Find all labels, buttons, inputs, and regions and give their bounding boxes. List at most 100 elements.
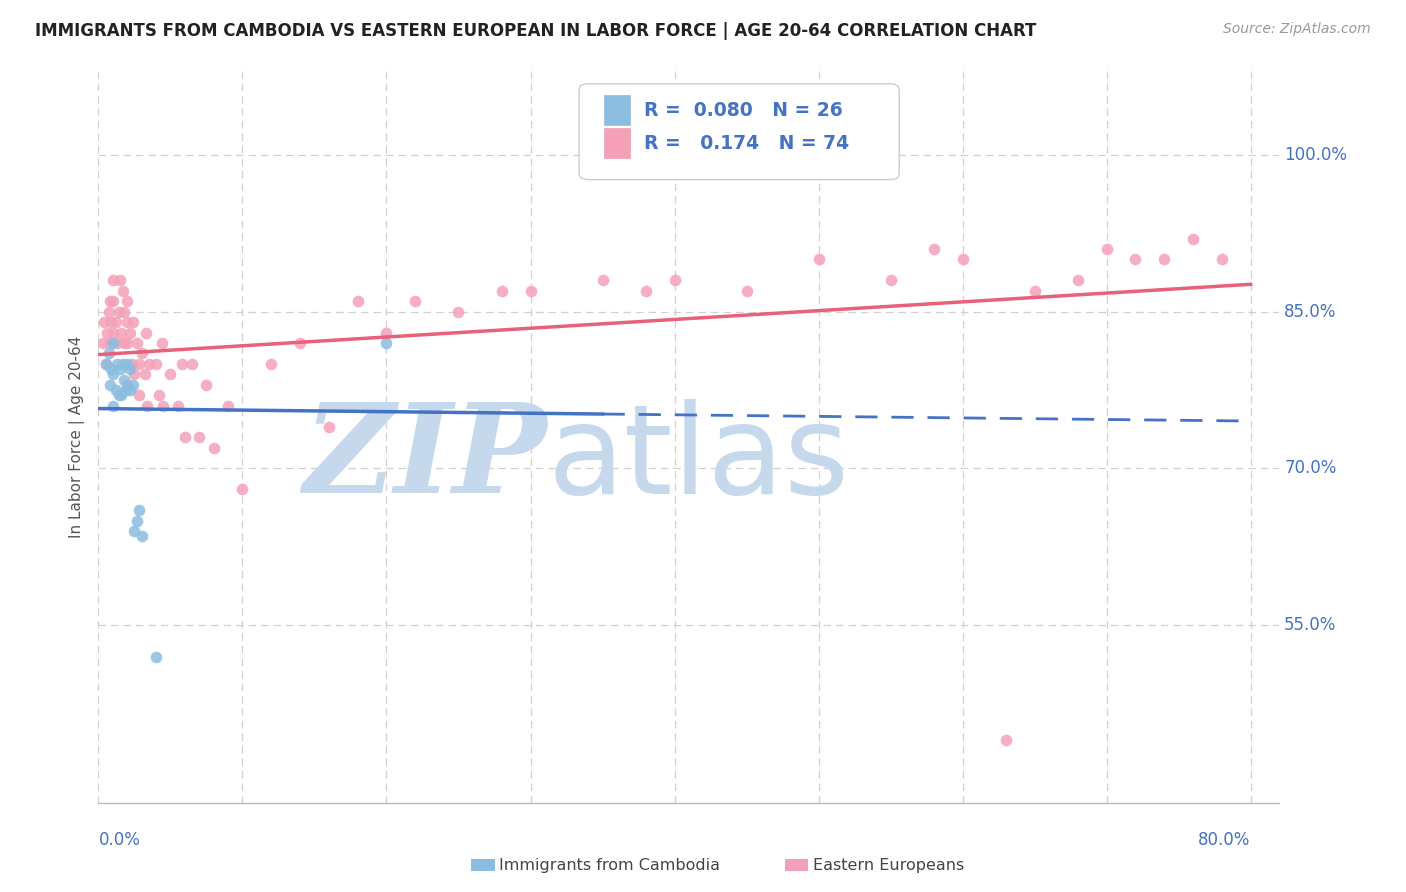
Text: 70.0%: 70.0% [1284,459,1337,477]
Point [346,294,368,309]
Point [105,336,128,351]
Text: ZIP: ZIP [304,398,547,520]
Point [97,304,120,318]
Point [375,336,398,351]
Text: 0.0%: 0.0% [98,830,141,848]
Point [592,273,614,287]
Point [375,326,398,340]
Point [94,357,117,371]
Text: atlas: atlas [547,399,849,519]
Point [101,399,124,413]
Text: Eastern Europeans: Eastern Europeans [813,858,965,872]
Point [288,336,311,351]
Point [148,388,170,402]
Point [120,383,142,397]
Point [104,315,127,329]
Point [115,294,138,309]
Point [152,399,174,413]
Point [202,441,225,455]
Point [166,399,188,413]
Point [127,336,149,351]
Point [97,346,120,360]
Point [491,284,513,298]
Point [120,362,142,376]
Point [104,383,127,397]
Point [1125,252,1147,267]
Text: 100.0%: 100.0% [1284,146,1347,164]
Point [879,273,901,287]
Point [145,649,167,664]
Point [922,242,945,256]
Point [1153,252,1175,267]
Point [122,315,145,329]
Point [115,336,138,351]
Point [1067,273,1090,287]
Point [188,430,211,444]
Point [231,483,253,497]
Point [1095,242,1118,256]
Text: 85.0%: 85.0% [1284,302,1337,321]
Point [98,294,121,309]
Point [135,326,157,340]
Point [114,383,136,397]
Point [115,315,138,329]
Point [115,357,138,371]
Point [136,399,159,413]
Point [138,357,160,371]
Point [170,357,193,371]
Point [101,368,124,382]
Point [173,430,195,444]
Point [107,304,129,318]
Point [181,357,204,371]
Point [131,529,153,543]
Point [124,524,146,538]
Point [101,336,124,351]
Point [112,336,135,351]
Point [134,368,156,382]
Point [519,284,541,298]
Point [260,357,283,371]
Point [1024,284,1046,298]
Point [128,357,150,371]
FancyBboxPatch shape [605,95,630,125]
Point [952,252,974,267]
FancyBboxPatch shape [605,128,630,158]
Point [96,326,118,340]
Point [108,273,131,287]
Point [447,304,470,318]
Point [807,252,830,267]
Point [110,388,132,402]
Point [131,346,153,360]
Point [101,326,124,340]
Y-axis label: In Labor Force | Age 20-64: In Labor Force | Age 20-64 [69,336,84,538]
Point [111,284,134,298]
Point [91,336,114,351]
Point [994,733,1017,747]
Point [664,273,686,287]
Point [124,368,146,382]
Text: Source: ZipAtlas.com: Source: ZipAtlas.com [1223,22,1371,37]
Point [105,357,128,371]
FancyBboxPatch shape [579,84,900,179]
Point [115,377,138,392]
Point [318,419,340,434]
Point [112,304,135,318]
Text: 80.0%: 80.0% [1198,830,1251,848]
Point [93,315,115,329]
Point [217,399,239,413]
Point [107,388,129,402]
Point [1182,231,1205,245]
Point [112,373,135,387]
Point [195,377,218,392]
Point [98,336,121,351]
Point [128,388,150,402]
Text: 55.0%: 55.0% [1284,616,1337,634]
Point [1211,252,1233,267]
Point [145,357,167,371]
Text: IMMIGRANTS FROM CAMBODIA VS EASTERN EUROPEAN IN LABOR FORCE | AGE 20-64 CORRELAT: IMMIGRANTS FROM CAMBODIA VS EASTERN EURO… [35,22,1036,40]
Point [120,326,142,340]
Point [111,357,134,371]
Point [128,503,150,517]
Point [115,377,138,392]
Point [127,514,149,528]
